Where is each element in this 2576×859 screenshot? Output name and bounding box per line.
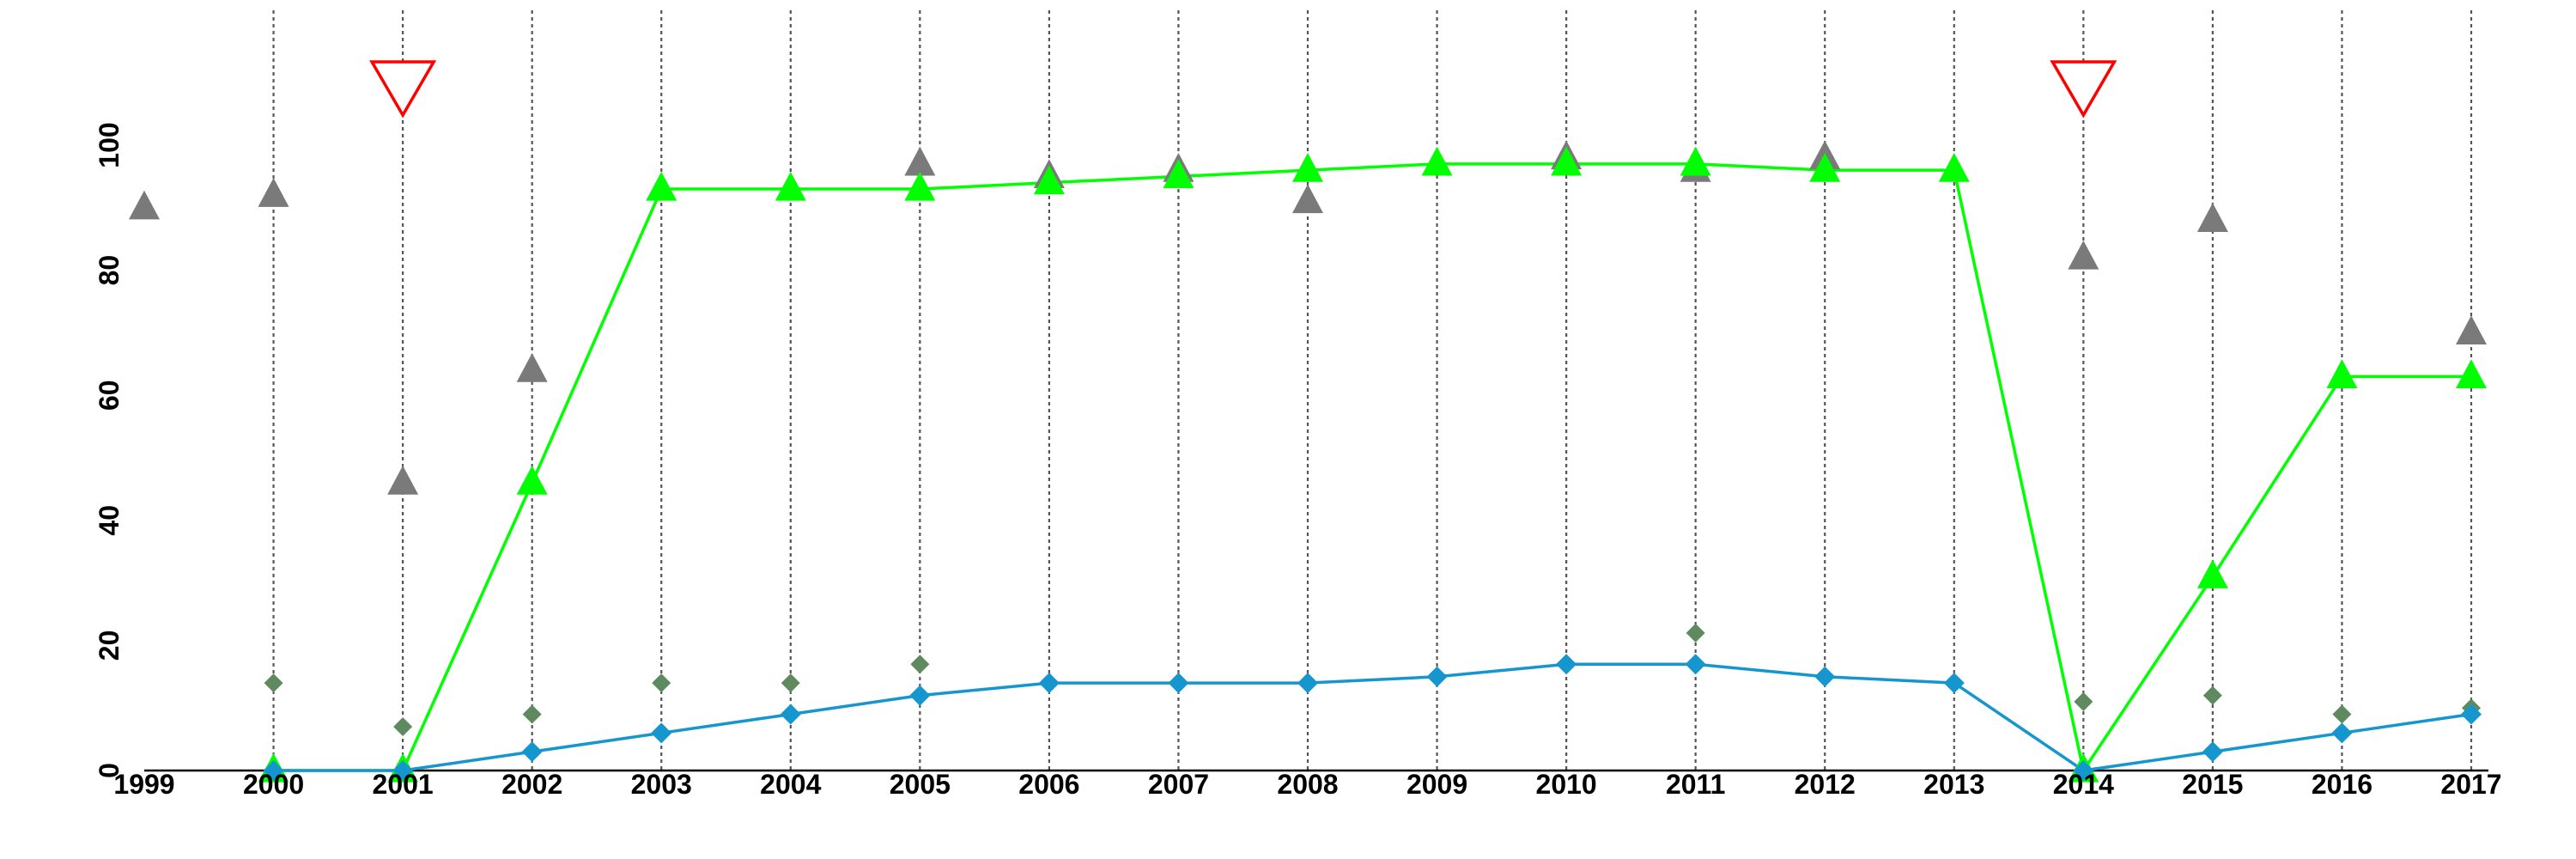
diamond-point [2461,704,2482,725]
diamond-point [909,685,931,706]
diamond-point [1168,673,1189,694]
x-tick-label: 2010 [1536,769,1597,800]
diamond-point [1426,666,1448,687]
x-tick-label: 2012 [1795,769,1856,800]
x-tick-label: 2003 [631,769,692,800]
x-tick-label: 2001 [373,769,434,800]
triangle-point [1421,146,1453,176]
data-points [129,140,2487,783]
diamond-point [2202,741,2223,763]
tick-labels: 1999 2000 2001 2002 2003 2004 2005 2006 2007 2008… [94,122,2502,800]
diamond-point [780,704,801,725]
diamond-point [1943,673,1965,694]
vertical-gridlines [272,10,2473,771]
event-marker [369,60,437,119]
triangle-point [258,178,289,207]
y-tick-label: 80 [94,255,125,286]
diamond-point [521,741,543,763]
diamond-point [1686,623,1705,643]
y-tick-label: 0 [94,763,125,778]
triangle-point [1292,153,1323,182]
triangle-point [2326,359,2358,388]
triangle-point [1033,165,1065,195]
triangle-point [516,466,548,495]
series-lines [273,162,2472,775]
x-tick-label: 2009 [1406,769,1467,800]
triangle-point [1292,184,1323,214]
triangle-point [2196,559,2228,588]
triangle-point [129,190,160,220]
diamond-point [651,722,672,744]
triangle-point [1680,146,1711,176]
triangle-point [1163,159,1194,189]
diamond-point [393,717,413,737]
x-tick-label: 2013 [1923,769,1984,800]
x-tick-label: 2006 [1018,769,1079,800]
x-tick-label: 2011 [1666,769,1725,800]
triangle-point [1938,153,1970,182]
x-tick-label: 2002 [501,769,562,800]
event-marker [2050,60,2117,119]
diamond-point [392,760,414,781]
diamond-point [2332,704,2352,724]
triangle-point [2068,240,2099,270]
diamond-point [2202,685,2222,705]
series-line [273,162,2471,775]
triangle-point [1809,153,1841,182]
triangle-point [904,171,936,201]
x-tick-label: 2005 [890,769,951,800]
diamond-point [2331,722,2353,744]
y-tick-label: 60 [94,380,125,411]
diamond-point [781,673,800,693]
diamond-point [1556,654,1577,675]
x-tick-label: 2008 [1277,769,1338,800]
triangle-point [904,146,936,176]
x-tick-label: 2015 [2182,769,2243,800]
diamond-point [2074,691,2093,711]
diamond-point [910,655,930,674]
series-line [273,662,2472,772]
diamond-point [264,673,283,693]
x-tick-label: 2007 [1148,769,1209,800]
y-tick-label: 40 [94,505,125,536]
triangle-point [2456,315,2487,345]
y-tick-label: 20 [94,631,125,661]
x-tick-label: 2004 [760,769,821,800]
event-markers [369,60,2117,119]
triangle-point [516,352,548,382]
diamond-point [1297,673,1318,694]
x-tick-label: 2017 [2440,769,2501,800]
diamond-point [1685,654,1706,675]
x-tick-label: 2016 [2312,769,2372,800]
triangle-point [2196,203,2228,232]
triangle-point [1551,146,1583,176]
x-tick-label: 2014 [2053,769,2114,800]
diamond-point [263,760,284,781]
diamond-point [652,673,671,693]
x-tick-label: 1999 [113,769,174,800]
diamond-point [2073,760,2094,781]
triangle-point [2456,359,2487,388]
diamond-point [1038,673,1060,694]
diamond-point [1814,666,1836,687]
x-tick-label: 2000 [243,769,304,800]
triangle-point [775,171,806,201]
y-tick-label: 100 [94,122,125,168]
triangle-point [387,466,419,495]
diamond-point [522,704,542,724]
triangle-point [646,171,677,201]
